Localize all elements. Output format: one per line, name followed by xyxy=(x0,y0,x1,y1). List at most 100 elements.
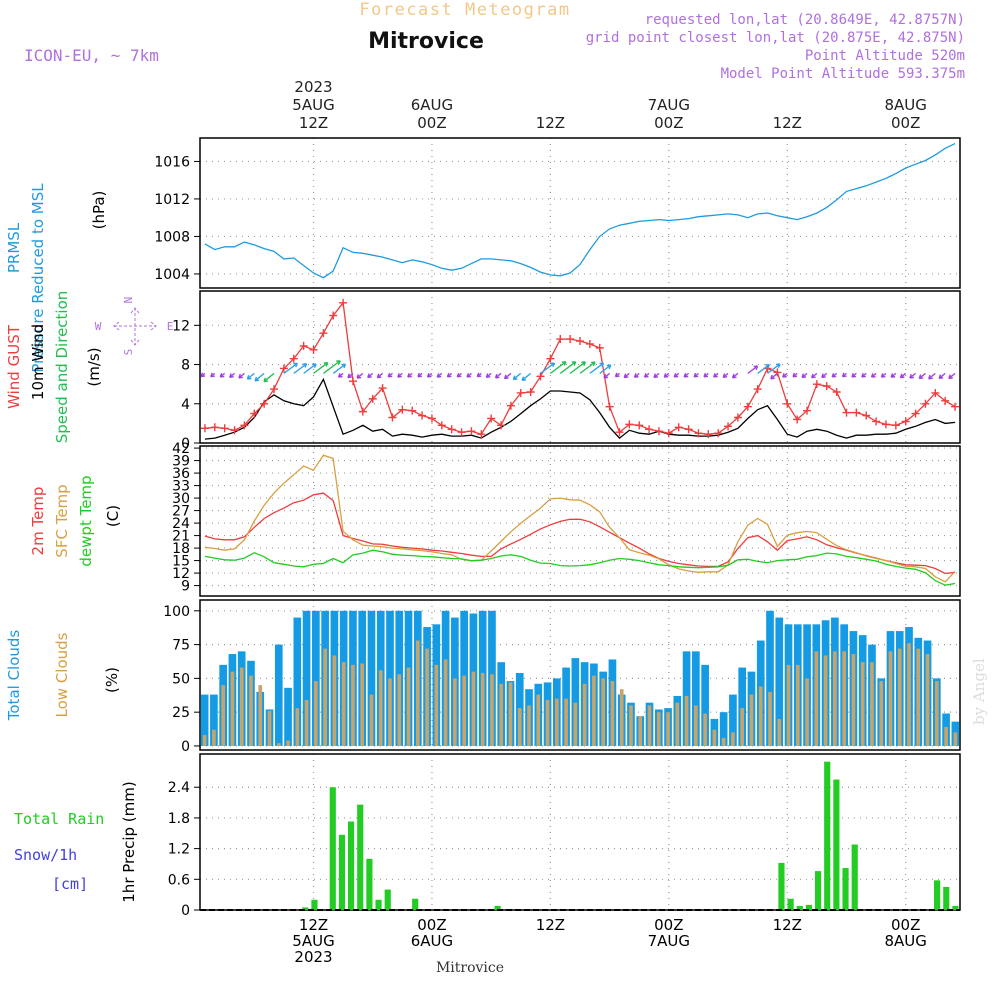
gust-marker xyxy=(250,409,259,418)
wind-arrow xyxy=(757,364,770,374)
wind-arrowhead xyxy=(356,374,362,379)
wind-arrowhead xyxy=(581,361,586,366)
wind-arrow xyxy=(549,361,567,374)
gust-marker xyxy=(319,329,328,338)
low-cloud-bar xyxy=(351,664,355,746)
gust-marker xyxy=(832,388,841,397)
low-cloud-bar xyxy=(925,654,930,746)
gust-marker xyxy=(585,339,594,348)
gust-marker xyxy=(901,417,910,426)
y-tick-label: 1008 xyxy=(154,229,190,245)
bottom-axis-label: 6AUG xyxy=(411,932,453,950)
low-cloud-bar xyxy=(647,705,652,746)
low-cloud-bar xyxy=(545,700,550,746)
low-cloud-bar xyxy=(286,740,290,746)
wind-arrow xyxy=(767,363,781,374)
wind-gust-line xyxy=(204,301,956,435)
wind-arrowhead xyxy=(831,372,837,378)
wind-arrowhead xyxy=(512,375,518,381)
gust-marker xyxy=(951,402,960,411)
y-tick-label: 50 xyxy=(172,671,190,687)
low-cloud-bar xyxy=(388,678,392,746)
gust-marker xyxy=(437,421,446,430)
precip-bar xyxy=(366,858,373,910)
wind-arrow xyxy=(293,363,307,374)
y-tick-label: 39 xyxy=(172,454,190,470)
low-cloud-bar xyxy=(360,663,365,746)
low-cloud-bar xyxy=(601,678,606,746)
total-rain-label: Total Rain xyxy=(14,810,104,828)
gust-marker xyxy=(516,388,525,397)
wind-arrowhead xyxy=(614,372,620,378)
y-tick-label: 15 xyxy=(172,554,190,570)
total-cloud-bar xyxy=(766,610,774,746)
low-cloud-bar xyxy=(953,732,958,746)
total-cloud-bar xyxy=(738,667,747,746)
top-axis-label: 2023 xyxy=(294,78,332,96)
precip-bar xyxy=(329,787,336,910)
pressure-line xyxy=(204,143,956,279)
low-cloud-bar xyxy=(629,705,633,746)
low-cloud-bar xyxy=(304,700,309,746)
gust-marker xyxy=(210,423,219,432)
gust-marker xyxy=(733,413,742,422)
low-cloud-bar xyxy=(907,643,911,746)
temp-line-2m-temp xyxy=(204,492,956,575)
low-cloud-bar xyxy=(434,664,439,746)
wind-arrowhead xyxy=(841,372,847,378)
low-cloud-bar xyxy=(786,664,791,746)
wind-direction-label: Speed and Direction xyxy=(53,291,71,444)
wind-arrowhead xyxy=(407,372,412,378)
wind-arrow xyxy=(928,372,936,380)
precip-bar xyxy=(338,834,346,910)
low-cloud-bar xyxy=(276,743,281,746)
y-tick-label: 2.4 xyxy=(168,780,190,796)
wind-arrow xyxy=(559,361,577,374)
y-tick-label: 0.6 xyxy=(168,872,190,888)
wind-arrow xyxy=(747,365,759,374)
wind-arrowhead xyxy=(861,372,866,378)
temp-sfc-label: SFC Temp xyxy=(53,484,71,557)
wind-arrowhead xyxy=(323,362,329,367)
low-cloud-bar xyxy=(332,655,337,746)
y-tick-label: 4 xyxy=(181,397,190,413)
low-cloud-bar xyxy=(341,662,346,746)
wind-arrowhead xyxy=(561,361,567,366)
wind-arrowhead xyxy=(663,373,669,378)
low-cloud-bar xyxy=(833,651,837,746)
wind-speed-label: 10m Wind xyxy=(29,324,47,400)
bottom-axis-label: 5AUG xyxy=(292,932,334,950)
gust-marker xyxy=(704,430,713,439)
gust-marker xyxy=(654,427,663,436)
gust-marker xyxy=(872,417,881,426)
total-cloud-bar xyxy=(692,651,700,746)
low-cloud-bar xyxy=(712,729,717,746)
wind-arrowhead xyxy=(521,376,527,382)
gust-marker xyxy=(358,407,367,416)
low-cloud-bar xyxy=(508,682,513,746)
gust-marker xyxy=(200,424,209,433)
gust-marker xyxy=(645,425,654,434)
bottom-axis-label: 00Z xyxy=(654,916,683,934)
gust-marker xyxy=(398,405,407,414)
wind-arrow xyxy=(770,372,778,380)
gust-marker xyxy=(793,415,802,424)
precip-bar xyxy=(384,889,391,910)
y-tick-label: 9 xyxy=(181,579,190,595)
wind-arrowhead xyxy=(606,364,612,370)
low-cloud-bar xyxy=(499,683,504,746)
low-cloud-bar xyxy=(888,651,893,746)
y-tick-label: 1012 xyxy=(154,192,190,208)
wind-arrowhead xyxy=(293,362,298,368)
gust-marker xyxy=(408,406,417,415)
wind-arrow xyxy=(332,363,346,374)
y-tick-label: 12 xyxy=(172,566,190,582)
precip-bar xyxy=(934,880,941,910)
wind-arrowhead xyxy=(229,373,234,379)
wind-arrowhead xyxy=(731,373,737,379)
gust-marker xyxy=(743,402,752,411)
wind-unit: (m/s) xyxy=(85,347,103,386)
low-cloud-bar xyxy=(675,702,680,746)
